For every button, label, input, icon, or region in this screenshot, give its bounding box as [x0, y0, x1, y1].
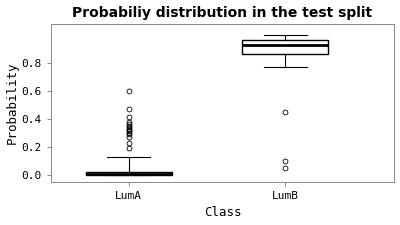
Title: Probabiliy distribution in the test split: Probabiliy distribution in the test spli…: [72, 6, 372, 20]
PathPatch shape: [242, 40, 328, 54]
Y-axis label: Probability: Probability: [6, 61, 18, 144]
PathPatch shape: [86, 172, 172, 175]
X-axis label: Class: Class: [204, 207, 241, 219]
